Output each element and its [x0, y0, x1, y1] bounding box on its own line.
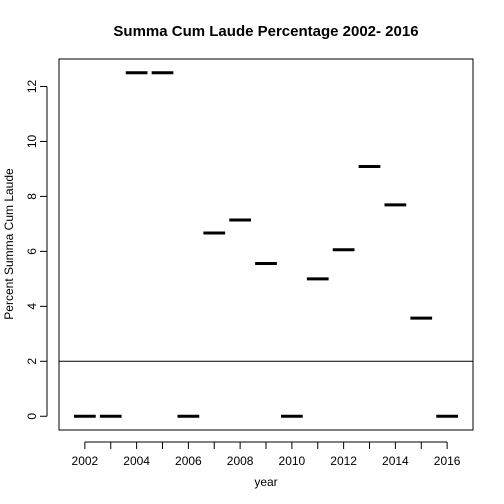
- x-tick-label: 2016: [434, 454, 461, 468]
- y-tick-label: 8: [25, 193, 39, 200]
- plot-frame: [58, 58, 474, 431]
- y-tick-label: 0: [25, 413, 39, 420]
- y-tick-label: 4: [25, 303, 39, 310]
- x-tick-label: 2010: [279, 454, 306, 468]
- y-tick-label: 10: [25, 134, 39, 148]
- y-tick-label: 12: [25, 79, 39, 93]
- y-tick-label: 6: [25, 248, 39, 255]
- x-tick-label: 2004: [123, 454, 150, 468]
- chart-title: Summa Cum Laude Percentage 2002- 2016: [113, 23, 418, 40]
- y-tick-label: 2: [25, 358, 39, 365]
- y-axis: 0 2 4 6 8 10 12: [25, 79, 48, 420]
- x-tick-label: 2014: [382, 454, 409, 468]
- y-axis-label: Percent Summa Cum Laude: [2, 168, 16, 320]
- x-tick-label: 2006: [175, 454, 202, 468]
- x-axis-label: year: [254, 475, 277, 489]
- x-tick-label: 2012: [330, 454, 357, 468]
- data-points: [74, 71, 458, 418]
- x-tick-label: 2002: [72, 454, 99, 468]
- x-axis: 2002 2004 2006 2008 2010 2012 2014 2016: [72, 441, 461, 468]
- x-tick-label: 2008: [227, 454, 254, 468]
